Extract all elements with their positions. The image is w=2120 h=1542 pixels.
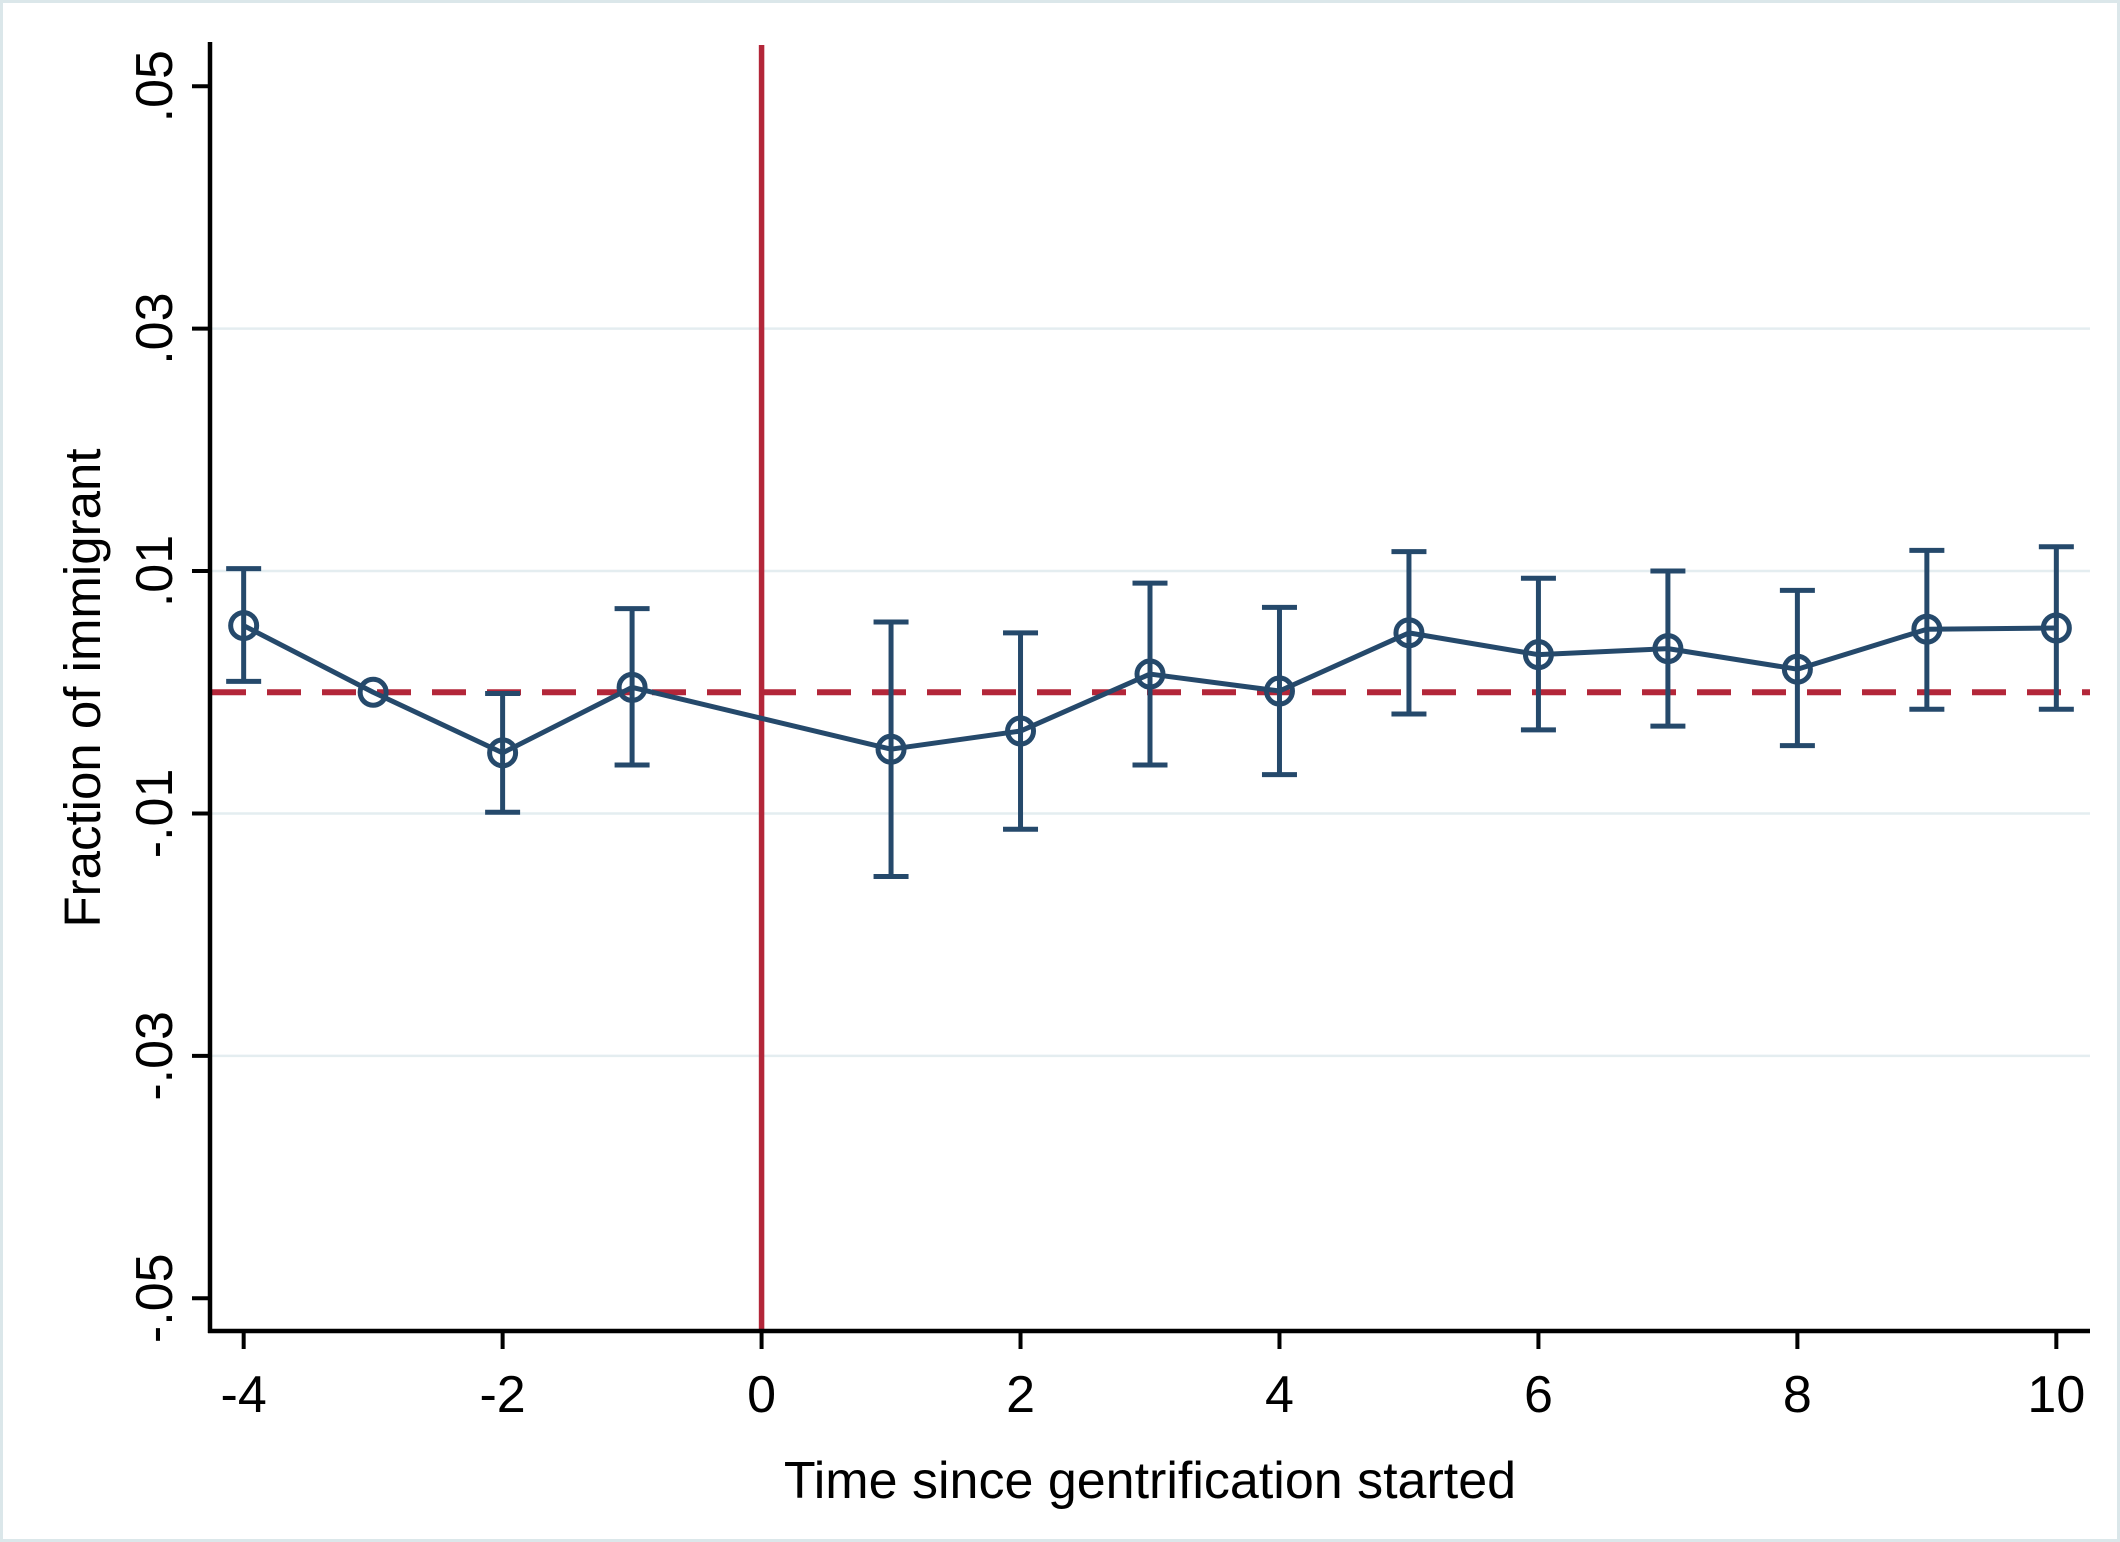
x-tick-label: -2: [479, 1366, 525, 1424]
data-point-marker: [228, 610, 260, 642]
x-tick-label: 2: [1006, 1366, 1035, 1424]
data-point-marker: [1781, 653, 1813, 685]
data-point-marker: [1263, 675, 1295, 707]
data-point-marker: [2040, 612, 2072, 644]
data-point-marker: [1134, 658, 1166, 690]
y-tick-label: -.05: [126, 1253, 184, 1343]
y-axis-title: Fraction of immigrant: [54, 449, 111, 928]
x-tick-label: 0: [747, 1366, 776, 1424]
data-point-marker: [875, 733, 907, 765]
data-point-marker: [1005, 715, 1037, 747]
x-tick-label: 6: [1524, 1366, 1553, 1424]
x-axis-title: Time since gentrification started: [784, 1452, 1516, 1510]
data-point-marker: [616, 671, 648, 703]
y-tick-label: -.01: [126, 769, 184, 859]
series-line: [242, 623, 2057, 756]
data-point-marker: [1393, 617, 1425, 649]
data-point-marker: [1911, 613, 1943, 645]
x-tick-label: 8: [1783, 1366, 1812, 1424]
x-tick-label: -4: [221, 1366, 267, 1424]
y-tick-label: -.03: [126, 1011, 184, 1101]
y-tick-label: .05: [126, 50, 184, 122]
x-tick-label: 10: [2027, 1366, 2085, 1424]
data-point-marker: [1522, 639, 1554, 671]
data-point-marker: [357, 676, 389, 708]
x-tick-label: 4: [1265, 1366, 1294, 1424]
data-point-marker: [1652, 633, 1684, 665]
y-tick-label: .01: [126, 535, 184, 607]
y-tick-label: .03: [126, 292, 184, 364]
data-point-marker: [487, 737, 519, 769]
